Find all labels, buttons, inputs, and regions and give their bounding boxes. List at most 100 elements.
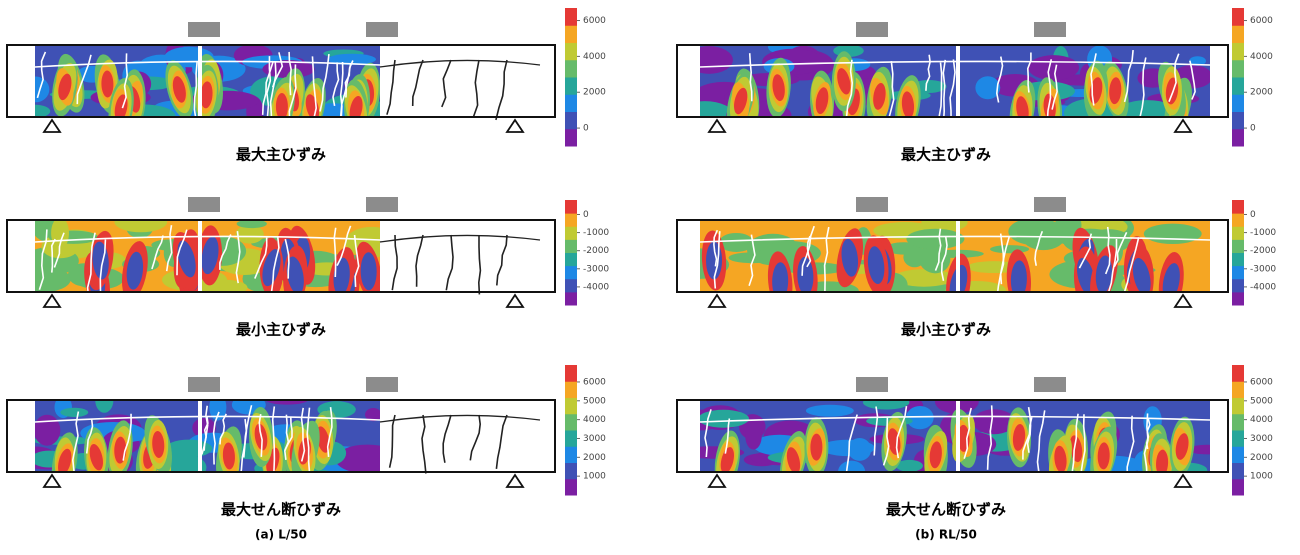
colorbar-band: [1232, 446, 1244, 463]
contour-patch: [903, 247, 925, 267]
contour-patch: [22, 77, 50, 103]
contour-patch: [745, 423, 761, 450]
colorbar-band: [565, 94, 577, 112]
colorbar-band: [565, 463, 577, 480]
colorbar-tick-label: 2000: [1250, 88, 1273, 98]
strain-panel: 最小主ひずみ-4000-3000-2000-10000: [7, 197, 609, 339]
colorbar-tick-label: 5000: [583, 396, 606, 406]
loading-plate: [856, 197, 888, 212]
colorbar-tick-label: -1000: [1250, 228, 1276, 238]
contour-patch: [698, 410, 749, 428]
contour-patch: [806, 405, 854, 417]
colorbar-band: [565, 200, 577, 214]
crack: [474, 60, 479, 117]
colorbar-band: [1232, 8, 1244, 26]
colorbar-band: [565, 479, 577, 496]
crack: [446, 235, 453, 290]
colorbar-tick-label: 2000: [583, 88, 606, 98]
loading-plate: [188, 22, 220, 37]
colorbar-tick-label: 6000: [583, 16, 606, 26]
support: [1175, 475, 1191, 487]
colorbar-tick-label: 3000: [1250, 434, 1273, 444]
support: [1175, 295, 1191, 307]
contour-patch: [34, 415, 61, 446]
colorbar-tick-label: 4000: [583, 52, 606, 62]
colorbar-tick-label: -3000: [1250, 264, 1276, 274]
loading-plate: [1034, 197, 1066, 212]
page: {"colormap": ["#7b1fa2", "#3f51b5", "#1e…: [0, 0, 1300, 555]
colorbar-band: [565, 43, 577, 61]
colorbar-band: [565, 292, 577, 306]
colorbar-band: [565, 77, 577, 95]
crack: [422, 415, 426, 474]
support: [44, 475, 60, 487]
colorbar-tick-label: 6000: [583, 377, 606, 387]
contour-patch: [906, 406, 933, 429]
gap: [956, 220, 960, 292]
colorbar-tick-label: 4000: [1250, 52, 1273, 62]
gap: [198, 220, 202, 292]
colorbar-band: [565, 430, 577, 447]
loading-plate: [188, 377, 220, 392]
colorbar-band: [1232, 94, 1244, 112]
colorbar-band: [1232, 25, 1244, 43]
loading-plate: [366, 197, 398, 212]
colorbar-band: [1232, 213, 1244, 227]
crack: [387, 60, 395, 115]
loading-plate: [856, 22, 888, 37]
colorbar-band: [1232, 430, 1244, 447]
panel-title: 最大主ひずみ: [236, 146, 326, 164]
crack: [380, 415, 540, 422]
colorbar-tick-label: -3000: [583, 264, 609, 274]
colorbar-band: [1232, 43, 1244, 61]
contour-patch: [60, 408, 88, 417]
colorbar-band: [565, 239, 577, 253]
colorbar-band: [1232, 226, 1244, 240]
colorbar-tick-label: 2000: [583, 453, 606, 463]
crack: [479, 235, 481, 294]
contour-patch: [1028, 55, 1079, 80]
colorbar-tick-label: -4000: [1250, 282, 1276, 292]
panel-title: 最大主ひずみ: [901, 146, 991, 164]
gap: [956, 45, 960, 117]
colorbar-tick-label: 0: [1250, 124, 1256, 134]
loading-plate: [188, 197, 220, 212]
panel-title: 最小主ひずみ: [236, 321, 326, 339]
colorbar-band: [1232, 266, 1244, 280]
contour-map: [9, 212, 398, 316]
support: [507, 120, 523, 132]
contour-patch: [20, 105, 50, 118]
contour-patch: [921, 214, 967, 232]
support: [1175, 120, 1191, 132]
colorbar-band: [1232, 414, 1244, 431]
colorbar-band: [565, 129, 577, 147]
colorbar-band: [1232, 463, 1244, 480]
colorbar-band: [565, 226, 577, 240]
colorbar-tick-label: 2000: [1250, 453, 1273, 463]
gap: [956, 400, 960, 472]
crack: [416, 235, 423, 287]
crack: [496, 415, 507, 469]
colorbar-band: [1232, 200, 1244, 214]
strain-panel: 最小主ひずみ -4000 -3000 -2000 -1000 0: [676, 197, 1276, 339]
colorbar-tick-label: -2000: [1250, 246, 1276, 256]
contour-patch: [990, 245, 1029, 253]
colorbar-tick-label: 5000: [1250, 396, 1273, 406]
contour-patch: [114, 212, 167, 232]
panel-title: 最小主ひずみ: [901, 321, 991, 339]
contour-patch: [1008, 218, 1062, 245]
crack: [390, 415, 395, 468]
contour-patch: [685, 46, 733, 74]
support: [709, 475, 725, 487]
contour-patch: [863, 395, 910, 409]
loading-plate: [1034, 22, 1066, 37]
colorbar-band: [565, 381, 577, 398]
colorbar-tick-label: 0: [1250, 210, 1256, 220]
colorbar-band: [1232, 60, 1244, 78]
contour-patch: [906, 229, 964, 249]
crack: [392, 235, 397, 290]
colorbar-band: [565, 8, 577, 26]
colorbar-tick-label: 1000: [583, 472, 606, 482]
